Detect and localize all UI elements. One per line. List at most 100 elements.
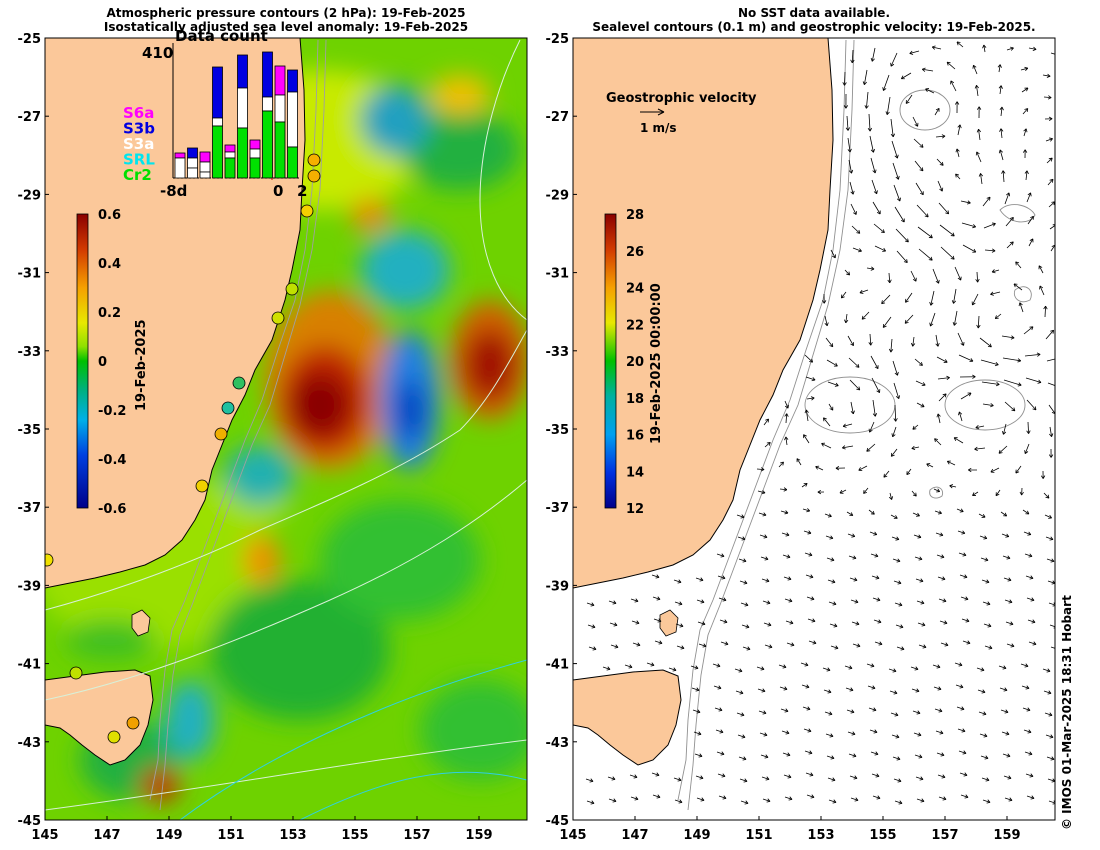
velocity-arrow-head [746,646,751,651]
velocity-arrow-head [856,643,861,648]
velocity-arrow-head [903,259,908,264]
velocity-arrow-head [835,466,840,471]
velocity-arrow-head [1006,192,1011,197]
y-tick-label: -25 [18,32,42,47]
velocity-arrow [587,624,596,628]
velocity-arrow-head [987,623,992,628]
velocity-arrow-head [828,711,833,716]
velocity-arrow-head [1024,87,1029,92]
velocity-arrow [930,290,935,306]
velocity-arrow-head [702,643,707,648]
velocity-arrow [982,799,991,803]
velocity-arrow [910,270,917,282]
velocity-arrow [914,754,923,758]
velocity-arrow [1002,357,1021,362]
velocity-arrow-head [939,730,944,735]
velocity-arrow-head [1028,751,1033,756]
velocity-arrow-head [1049,137,1053,142]
velocity-arrow [646,662,655,666]
velocity-arrow-head [938,708,943,713]
velocity-arrow [827,579,836,583]
velocity-arrow-head [834,645,839,650]
velocity-arrow-head [1045,494,1050,499]
velocity-arrow-head [888,496,894,500]
velocity-arrow-head [934,438,939,443]
velocity-arrow [756,468,765,470]
velocity-arrow [913,534,922,538]
y-tick-label: -29 [18,188,42,203]
colorbar-tick-label: 0 [98,355,107,370]
velocity-arrow-head [827,513,832,518]
velocity-arrow [1023,729,1032,733]
velocity-arrow [1015,465,1022,474]
velocity-arrow-head [964,596,969,601]
velocity-arrow [712,663,721,667]
velocity-arrow-head [1046,668,1051,673]
velocity-arrow [1019,302,1024,313]
velocity-arrow [1048,201,1055,208]
velocity-arrow-head [1049,433,1054,437]
velocity-arrow-head [961,728,966,733]
velocity-arrow [999,85,1002,95]
velocity-arrow [940,642,949,646]
velocity-arrow [742,646,751,650]
velocity-arrow-head [928,256,933,261]
velocity-arrow-head [1038,265,1043,270]
velocity-arrow [784,796,793,800]
velocity-arrow-head [935,343,940,347]
velocity-arrow-head [721,773,726,778]
velocity-arrow-head [1037,379,1042,384]
velocity-arrow [984,249,996,252]
velocity-arrow-head [764,556,769,561]
velocity-arrow-head [848,665,853,670]
velocity-arrow-head [954,101,960,105]
velocity-arrow [872,597,881,601]
velocity-arrow [1046,558,1055,562]
velocity-arrow-head [974,446,978,452]
velocity-arrow-head [894,712,899,717]
velocity-arrow-head [866,447,871,452]
colorbar-tick-label: 20 [626,355,644,370]
velocity-arrow-head [906,471,911,476]
bar-seg [187,157,198,169]
velocity-arrow [827,777,836,781]
velocity-arrow-head [806,706,811,711]
velocity-arrow [1046,358,1055,362]
velocity-arrow-head [958,662,963,667]
y-tick-label: -39 [546,579,570,594]
velocity-arrow [849,379,861,391]
velocity-arrow [841,291,847,299]
velocity-arrow [957,530,966,534]
data-count-max: 410 [142,44,173,62]
velocity-arrow-head [945,210,950,215]
velocity-arrow [958,552,967,556]
velocity-arrow [998,445,1008,454]
velocity-arrow-head [864,105,869,109]
velocity-arrow [939,224,955,237]
velocity-arrow [866,267,875,270]
y-tick-label: -39 [18,579,42,594]
velocity-arrow [1006,47,1014,51]
velocity-arrow [914,160,924,172]
velocity-arrow-head [1002,665,1007,670]
bar-seg [199,161,211,173]
velocity-arrow [934,108,940,116]
velocity-arrow-head [935,279,940,284]
velocity-arrow [888,668,897,672]
velocity-arrow-head [845,127,851,131]
velocity-arrow [890,52,898,67]
y-tick-label: -35 [546,423,570,438]
velocity-arrow [1042,74,1051,77]
velocity-arrow-head [612,798,617,803]
velocity-arrow-head [936,413,941,418]
velocity-arrow [858,465,868,471]
velocity-arrow [946,61,956,70]
velocity-arrow [1046,157,1053,164]
velocity-arrow-head [900,75,905,80]
velocity-arrow [896,250,908,263]
velocity-arrow-head [1029,773,1034,778]
flinders-island [131,609,151,637]
velocity-arrow-head [811,377,816,382]
x-tick-label: 157 [931,828,958,843]
velocity-arrow-head [1026,430,1031,434]
